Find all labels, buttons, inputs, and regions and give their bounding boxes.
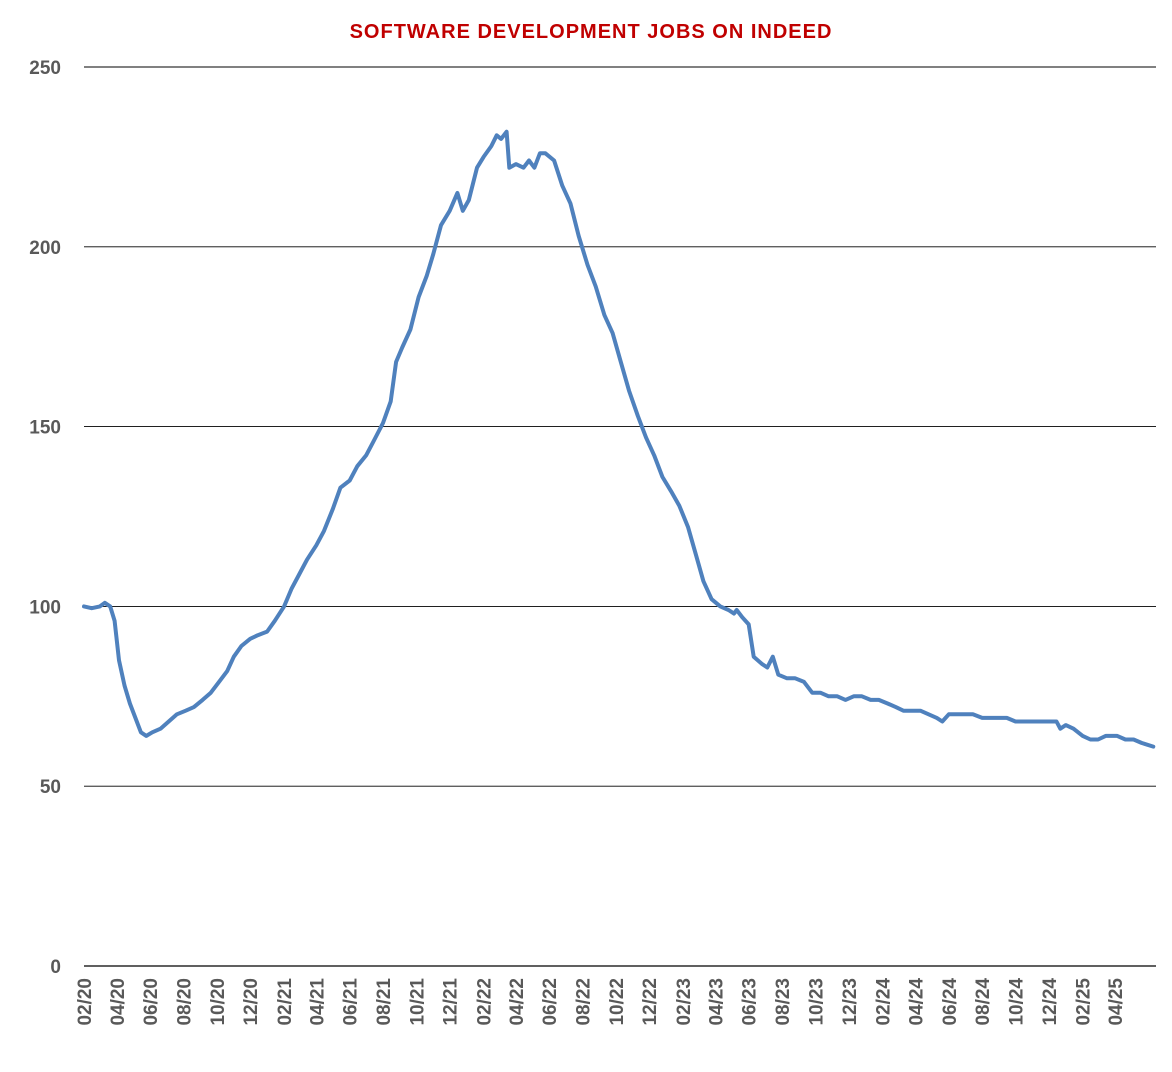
x-tick-label: 06/20 [141, 978, 162, 1026]
y-tick-label: 200 [29, 238, 61, 259]
y-tick-label: 150 [29, 418, 61, 439]
x-tick-label: 02/21 [275, 978, 296, 1026]
x-tick-label: 04/21 [307, 978, 328, 1026]
x-tick-label: 02/25 [1074, 978, 1095, 1026]
gridlines [84, 66, 1156, 967]
y-tick-label: 100 [29, 597, 61, 618]
x-tick-label: 08/20 [174, 978, 195, 1026]
x-tick-label: 10/24 [1007, 978, 1028, 1026]
series-layer [82, 129, 1156, 749]
x-tick-label: 10/21 [407, 978, 428, 1026]
x-tick-label: 04/22 [507, 978, 528, 1026]
x-tick-label: 04/24 [906, 978, 927, 1026]
y-tick-label: 50 [40, 777, 61, 798]
x-tick-label: 04/25 [1106, 978, 1127, 1026]
y-tick-label: 250 [29, 58, 61, 79]
series-line [82, 129, 1156, 749]
x-tick-label: 04/23 [706, 978, 727, 1026]
x-tick-label: 12/20 [241, 978, 262, 1026]
x-tick-label: 02/23 [674, 978, 695, 1026]
x-tick-label: 06/22 [540, 978, 561, 1026]
x-tick-label: 08/21 [374, 978, 395, 1026]
x-tick-label: 12/22 [640, 978, 661, 1026]
x-tick-label: 12/24 [1040, 978, 1061, 1026]
x-tick-label: 06/23 [740, 978, 761, 1026]
x-tick-label: 12/23 [840, 978, 861, 1026]
x-tick-label: 04/20 [108, 978, 129, 1026]
chart-title: SOFTWARE DEVELOPMENT JOBS ON INDEED [350, 21, 833, 43]
x-tick-label: 08/22 [574, 978, 595, 1026]
x-tick-label: 02/22 [475, 978, 496, 1026]
x-tick-label: 12/21 [441, 978, 462, 1026]
x-tick-label: 06/21 [341, 978, 362, 1026]
x-axis-tick-labels: 02/20 04/20 06/20 08/20 10/20 12/20 02/21 04/21… [75, 978, 1127, 1026]
x-tick-label: 10/23 [806, 978, 827, 1026]
x-tick-label: 06/24 [940, 978, 961, 1026]
x-tick-label: 02/24 [874, 978, 895, 1026]
x-tick-label: 08/23 [773, 978, 794, 1026]
x-tick-label: 02/20 [75, 978, 96, 1026]
x-tick-label: 08/24 [973, 978, 994, 1026]
y-axis-tick-labels: 0 50 100 150 200 250 [29, 58, 61, 978]
x-tick-label: 10/22 [607, 978, 628, 1026]
x-tick-label: 10/20 [208, 978, 229, 1026]
y-tick-label: 0 [50, 957, 61, 978]
